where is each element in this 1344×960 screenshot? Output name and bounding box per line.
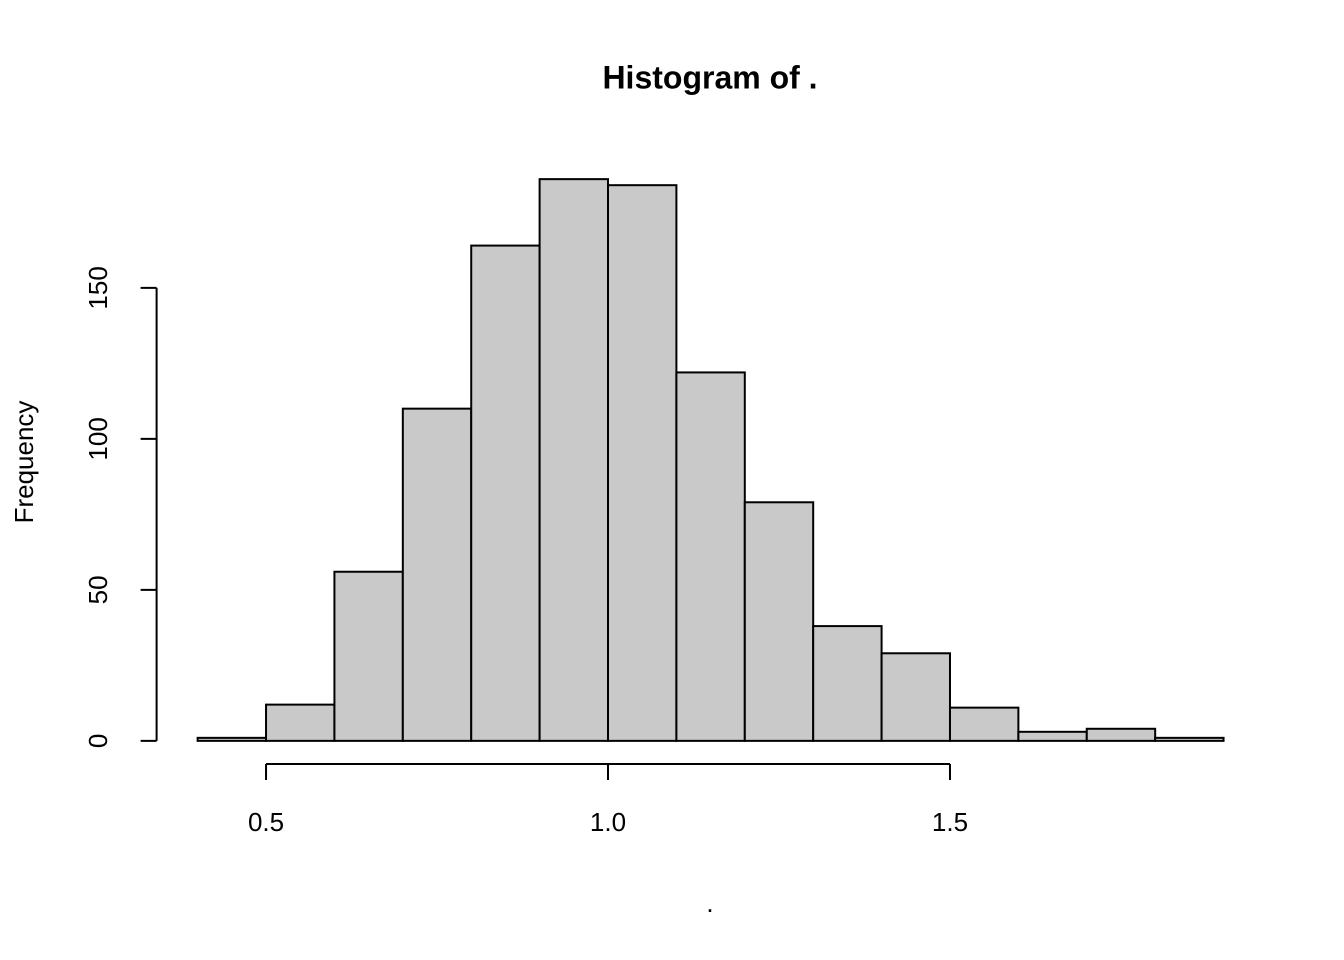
- bar: [880, 652, 951, 742]
- bar: [538, 178, 610, 742]
- bar: [948, 706, 1020, 742]
- y-tick-label: 150: [83, 266, 113, 309]
- x-tick-label: 0.5: [248, 807, 284, 837]
- y-axis-label: Frequency: [9, 401, 39, 524]
- bar: [265, 703, 336, 742]
- bar: [1017, 730, 1088, 742]
- bar: [1154, 736, 1225, 742]
- y-tick-label: 50: [83, 575, 113, 604]
- bar: [675, 371, 746, 742]
- bar: [333, 570, 404, 742]
- bar: [812, 625, 883, 742]
- chart-title: Histogram of .: [602, 59, 817, 95]
- bar: [1085, 727, 1157, 742]
- bar: [743, 501, 815, 742]
- y-tick-label: 0: [83, 734, 113, 748]
- y-tick-label: 100: [83, 417, 113, 460]
- x-tick-label: 1.0: [590, 807, 626, 837]
- bar: [607, 184, 678, 742]
- bar: [196, 736, 268, 742]
- bar: [401, 407, 473, 742]
- x-axis-label: .: [706, 888, 713, 918]
- bar: [470, 244, 541, 742]
- x-tick-label: 1.5: [932, 807, 968, 837]
